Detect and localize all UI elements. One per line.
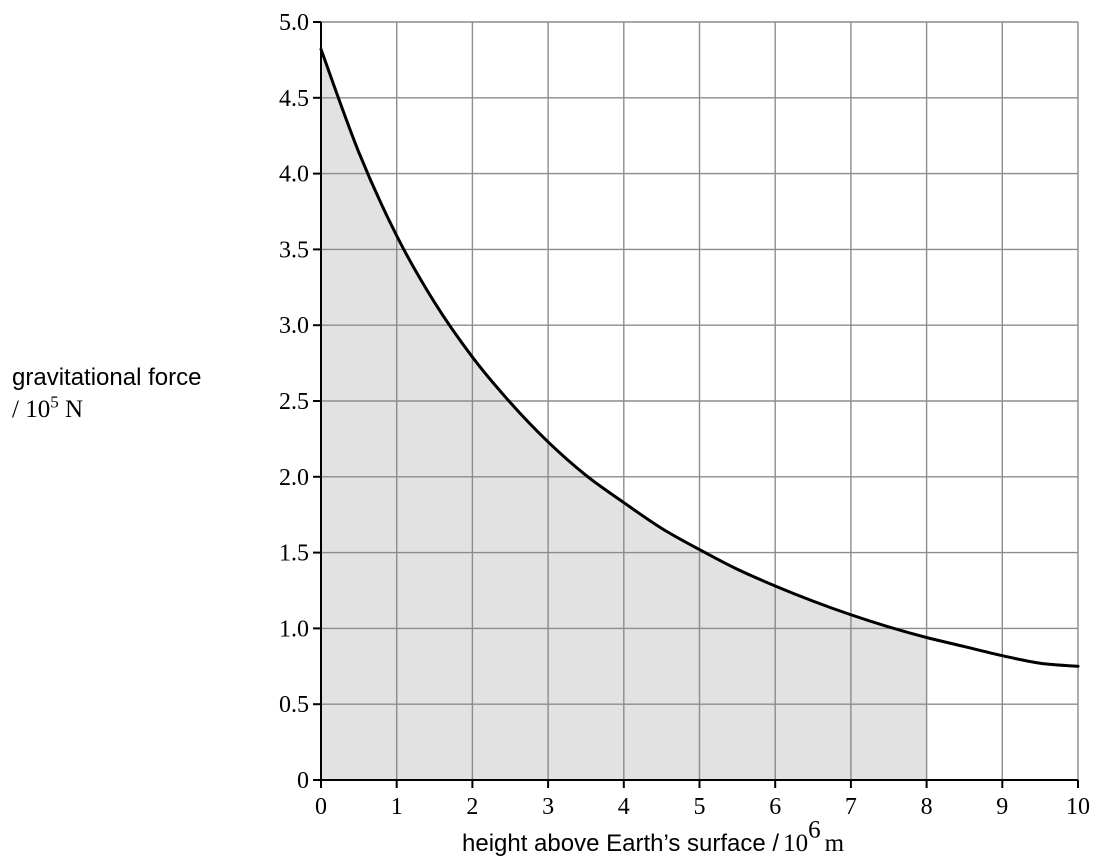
x-tick-label: 4 [618,794,630,820]
y-tick-label: 0.5 [279,692,309,718]
x-tick-label: 7 [845,794,857,820]
y-tick-label: 0 [297,768,309,794]
y-tick-label: 4.0 [279,162,309,188]
grid-layer [321,21,1079,780]
axis-layer [313,21,1079,788]
y-tick-label: 2.0 [279,465,309,491]
x-tick-label: 9 [996,794,1008,820]
x-tick-label: 5 [694,794,706,820]
x-tick-label: 1 [391,794,403,820]
force-curve [319,47,1080,668]
tick-label-layer: 0 0.5 1.0 1.5 2.0 2.5 3.0 3.5 4.0 4.5 5.0 0 1 2 3 4 5 6 7 8… [279,10,1090,820]
x-tick-label: 2 [466,794,478,820]
y-tick-label: 3.0 [279,313,309,339]
y-axis-unit-symbol: N [64,396,84,423]
curve-layer [319,47,1080,668]
x-axis-label: height above Earth’s surface / [462,830,780,857]
y-tick-label: 3.5 [279,237,309,263]
x-tick-label: 10 [1066,794,1090,820]
x-tick-label: 0 [315,794,327,820]
y-tick-label: 1.0 [279,616,309,642]
y-axis-label: gravitational force [12,364,202,391]
y-axis-unit-exponent: 5 [50,392,59,412]
x-axis-unit-exponent: 6 [808,816,821,844]
x-axis-unit-base: 10 [783,830,809,857]
x-tick-label: 3 [542,794,554,820]
y-tick-label: 4.5 [279,86,309,112]
x-axis-unit-symbol: m [824,830,845,857]
x-axis-label-group: height above Earth’s surface / 106 m [462,817,845,858]
y-axis-unit-base: 10 [25,396,51,423]
y-tick-label: 2.5 [279,389,309,415]
y-tick-label: 5.0 [279,10,309,36]
x-tick-label: 8 [921,794,933,820]
y-tick-label: 1.5 [279,541,309,567]
x-tick-label: 6 [769,794,781,820]
y-axis-unit: / 105 N [12,392,84,424]
y-axis-unit-prefix: / [12,396,19,423]
